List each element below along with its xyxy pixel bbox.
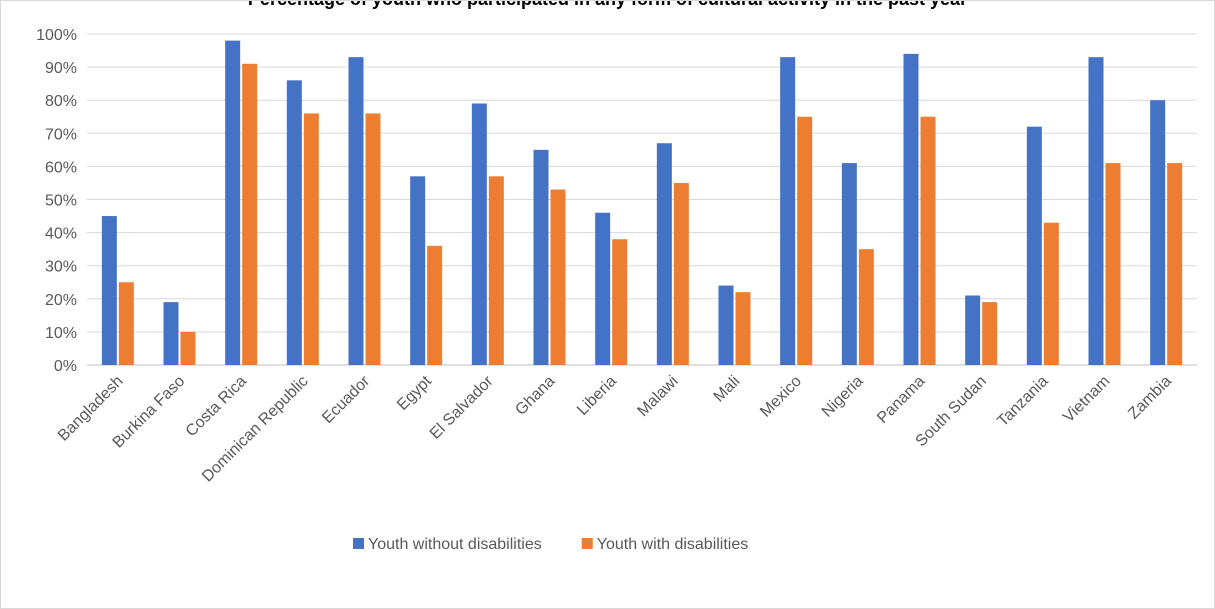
legend-swatch: [353, 538, 364, 549]
x-tick-label: Egypt: [394, 372, 435, 413]
y-tick-label: 20%: [45, 292, 77, 309]
y-tick-label: 40%: [45, 226, 77, 243]
bar: [348, 57, 364, 366]
bar: [550, 189, 566, 365]
y-tick-label: 60%: [45, 159, 77, 176]
bar: [982, 302, 998, 365]
legend-label: Youth without disabilities: [368, 536, 542, 553]
x-tick-label: Panama: [874, 373, 928, 427]
bar: [225, 40, 241, 366]
bar: [180, 331, 196, 365]
bar: [1150, 100, 1166, 365]
bar: [673, 182, 689, 365]
x-tick-label: Vietnam: [1060, 373, 1113, 426]
bar: [965, 295, 981, 365]
bar: [101, 216, 117, 365]
x-tick-label: Mali: [711, 373, 744, 406]
y-tick-label: 70%: [45, 126, 77, 143]
x-tick-label: Ghana: [512, 373, 558, 419]
x-tick-label: Malawi: [634, 373, 681, 420]
y-tick-label: 50%: [45, 193, 77, 210]
bar: [410, 176, 426, 365]
x-tick-label: El Salvador: [427, 372, 497, 442]
bar: [656, 143, 672, 365]
x-tick-label: Liberia: [574, 373, 620, 419]
bar: [427, 245, 443, 365]
bar: [471, 103, 487, 365]
y-tick-label: 10%: [45, 325, 77, 342]
y-tick-label: 100%: [36, 27, 77, 44]
bar: [118, 282, 134, 365]
legend-swatch: [581, 538, 593, 549]
bar: [780, 57, 796, 366]
x-tick-label: Nigeria: [819, 373, 867, 421]
x-tick-label: Tanzania: [994, 373, 1051, 430]
bar: [1026, 126, 1042, 366]
legend-label: Youth with disabilities: [597, 536, 749, 553]
bar: [533, 149, 549, 365]
bar: [858, 249, 874, 365]
bar: [903, 53, 919, 366]
bar: [1043, 222, 1059, 365]
bar: [841, 163, 857, 365]
bar: [303, 113, 319, 365]
bar: [163, 302, 179, 365]
x-tick-label: Ecuador: [319, 372, 374, 427]
y-tick-label: 30%: [45, 259, 77, 276]
x-tick-label: Costa Rica: [183, 373, 250, 440]
bar: [488, 176, 504, 365]
x-tick-label: Zambia: [1125, 373, 1175, 423]
y-tick-label: 80%: [45, 93, 77, 110]
bar: [1105, 163, 1121, 365]
bar: [595, 212, 611, 365]
bar: [1088, 57, 1104, 366]
bar: [920, 116, 936, 365]
bar: [286, 80, 302, 365]
y-tick-label: 90%: [45, 60, 77, 77]
bar: [1167, 163, 1183, 365]
bar: [735, 292, 751, 365]
bar: [797, 116, 813, 365]
chart-title: Percentage of youth who participated in …: [1, 1, 1214, 10]
x-tick-label: Dominican Republic: [199, 373, 312, 486]
bar: [612, 239, 628, 365]
x-tick-label: Mexico: [757, 373, 805, 421]
bar: [365, 113, 381, 365]
bar: [718, 285, 734, 365]
y-tick-label: 0%: [54, 358, 77, 375]
bar: [242, 63, 258, 365]
